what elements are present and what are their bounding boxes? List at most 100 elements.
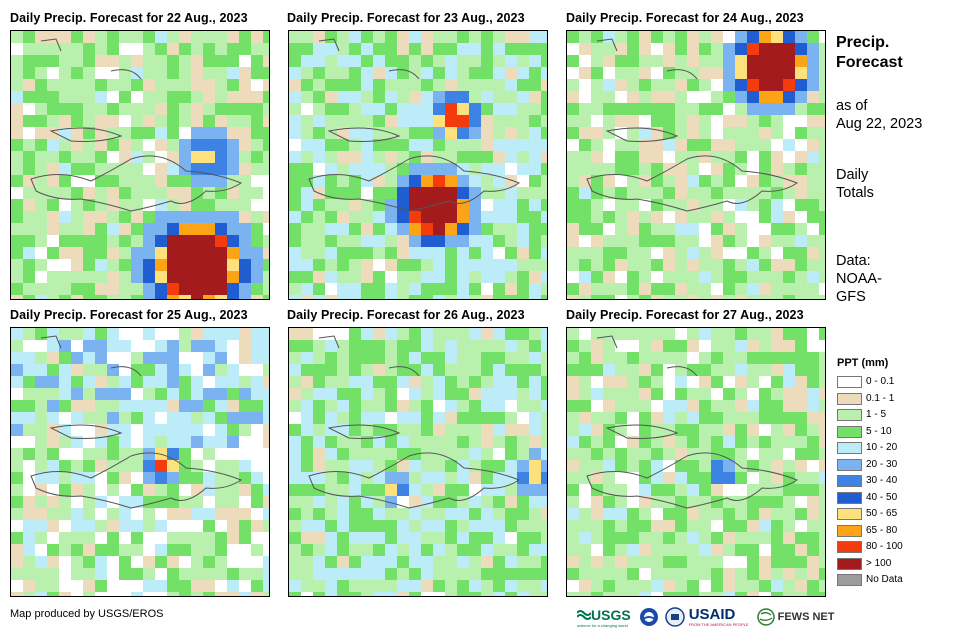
coastline: [605, 127, 679, 142]
raster-cell: [469, 31, 481, 43]
raster-cell: [215, 496, 227, 508]
raster-cell: [361, 151, 373, 163]
raster-cell: [239, 388, 251, 400]
raster-cell: [481, 31, 493, 43]
raster-cell: [567, 187, 579, 199]
raster-cell: [711, 340, 723, 352]
coastline: [308, 452, 521, 509]
raster-cell: [301, 448, 313, 460]
raster-cell: [699, 127, 711, 139]
raster-cell: [603, 211, 615, 223]
raster-cell: [457, 556, 469, 568]
raster-cell: [469, 580, 481, 592]
raster-cell: [263, 436, 269, 448]
raster-cell: [167, 271, 179, 283]
raster-cell: [47, 460, 59, 472]
raster-cell: [567, 388, 579, 400]
raster-cell: [107, 259, 119, 271]
raster-cell: [783, 211, 795, 223]
raster-cell: [567, 103, 579, 115]
raster-cell: [771, 472, 783, 484]
raster-cell: [23, 199, 35, 211]
coastline: [586, 155, 799, 212]
raster-cell: [711, 532, 723, 544]
raster-cell: [71, 532, 83, 544]
raster-cell: [771, 460, 783, 472]
raster-cell: [651, 376, 663, 388]
raster-cell: [35, 520, 47, 532]
raster-cell: [457, 55, 469, 67]
raster-cell: [47, 568, 59, 580]
raster-cell: [747, 520, 759, 532]
raster-cell: [529, 460, 541, 472]
raster-cell: [795, 460, 807, 472]
raster-cell: [675, 460, 687, 472]
raster-cell: [289, 412, 301, 424]
raster-cell: [795, 187, 807, 199]
raster-cell: [505, 592, 517, 596]
raster-cell: [349, 139, 361, 151]
raster-cell: [807, 544, 819, 556]
raster-cell: [47, 211, 59, 223]
raster-cell: [119, 472, 131, 484]
raster-cell: [711, 568, 723, 580]
raster-cell: [203, 235, 215, 247]
raster-cell: [409, 55, 421, 67]
raster-cell: [263, 187, 269, 199]
raster-cell: [421, 436, 433, 448]
raster-cell: [215, 115, 227, 127]
raster-cell: [325, 580, 337, 592]
raster-cell: [289, 400, 301, 412]
raster-cell: [723, 364, 735, 376]
raster-cell: [603, 520, 615, 532]
raster-cell: [397, 247, 409, 259]
raster-cell: [481, 223, 493, 235]
raster-cell: [337, 91, 349, 103]
raster-cell: [131, 520, 143, 532]
raster-cell: [567, 163, 579, 175]
raster-cell: [723, 31, 735, 43]
raster-cell: [807, 259, 819, 271]
raster-cell: [723, 580, 735, 592]
raster-cell: [23, 400, 35, 412]
raster-cell: [735, 460, 747, 472]
raster-cell: [567, 127, 579, 139]
raster-cell: [783, 436, 795, 448]
raster-cell: [663, 259, 675, 271]
raster-cell: [493, 55, 505, 67]
raster-cell: [337, 496, 349, 508]
raster-cell: [23, 412, 35, 424]
raster-cell: [337, 352, 349, 364]
raster-cell: [83, 496, 95, 508]
raster-cell: [203, 328, 215, 340]
raster-cell: [615, 520, 627, 532]
raster-cell: [397, 448, 409, 460]
raster-cell: [289, 43, 301, 55]
legend-item: 30 - 40: [837, 475, 897, 487]
raster-cell: [615, 556, 627, 568]
raster-cell: [469, 436, 481, 448]
raster-cell: [445, 139, 457, 151]
raster-cell: [385, 283, 397, 295]
raster-cell: [771, 55, 783, 67]
raster-cell: [481, 568, 493, 580]
raster-cell: [325, 364, 337, 376]
raster-cell: [795, 115, 807, 127]
raster-cell: [143, 376, 155, 388]
raster-cell: [421, 91, 433, 103]
raster-cell: [119, 544, 131, 556]
raster-cell: [313, 400, 325, 412]
raster-cell: [711, 460, 723, 472]
raster-cell: [529, 472, 541, 484]
raster-cell: [83, 271, 95, 283]
raster-cell: [771, 556, 783, 568]
raster-cell: [505, 235, 517, 247]
raster-cell: [651, 151, 663, 163]
raster-cell: [119, 580, 131, 592]
raster-cell: [83, 568, 95, 580]
raster-cell: [95, 247, 107, 259]
raster-cell: [397, 235, 409, 247]
raster-cell: [227, 295, 239, 299]
raster-cell: [699, 556, 711, 568]
raster-cell: [735, 43, 747, 55]
